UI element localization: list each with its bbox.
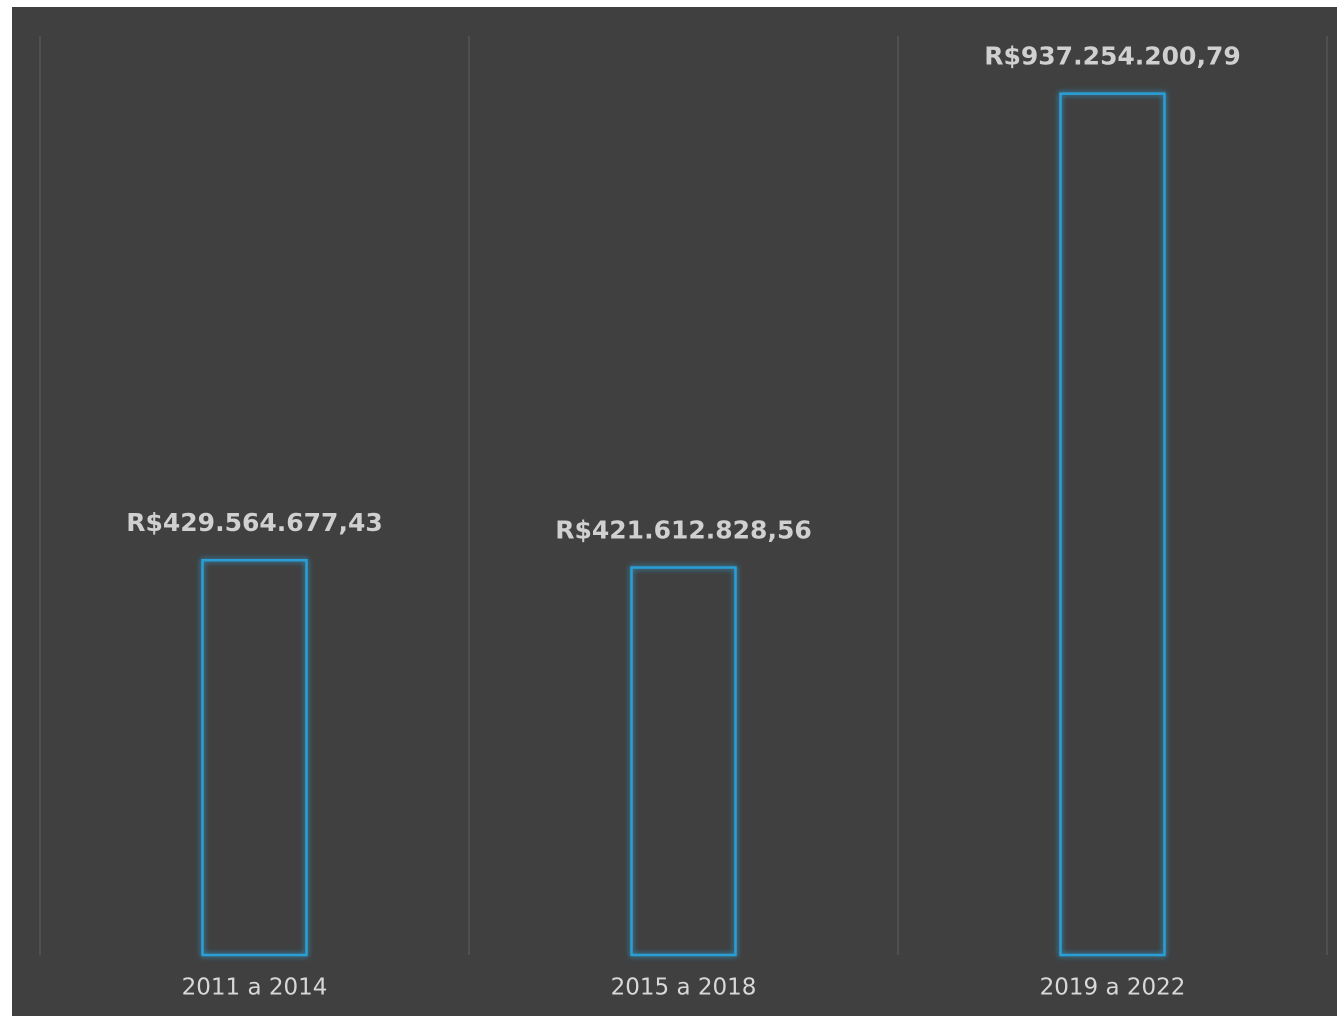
x-tick-label: 2011 a 2014 <box>182 975 328 1001</box>
bar <box>630 566 737 957</box>
column-separators <box>39 36 1328 955</box>
data-label: R$421.612.828,56 <box>555 516 811 545</box>
bar <box>1059 92 1166 957</box>
chart-background <box>12 7 1337 1016</box>
x-tick-label: 2015 a 2018 <box>611 975 757 1001</box>
data-label: R$937.254.200,79 <box>984 42 1240 71</box>
bar <box>201 558 308 957</box>
x-tick-label: 2019 a 2022 <box>1040 975 1186 1001</box>
data-label: R$429.564.677,43 <box>126 508 382 537</box>
